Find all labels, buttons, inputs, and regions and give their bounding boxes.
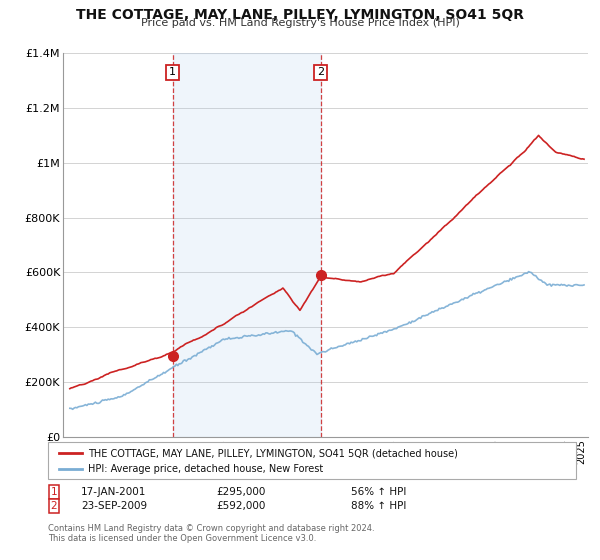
Text: THE COTTAGE, MAY LANE, PILLEY, LYMINGTON, SO41 5QR: THE COTTAGE, MAY LANE, PILLEY, LYMINGTON… bbox=[76, 8, 524, 22]
Text: Contains HM Land Registry data © Crown copyright and database right 2024.: Contains HM Land Registry data © Crown c… bbox=[48, 524, 374, 533]
Text: 88% ↑ HPI: 88% ↑ HPI bbox=[351, 501, 406, 511]
Text: 1: 1 bbox=[169, 67, 176, 77]
Text: 17-JAN-2001: 17-JAN-2001 bbox=[81, 487, 146, 497]
Text: This data is licensed under the Open Government Licence v3.0.: This data is licensed under the Open Gov… bbox=[48, 534, 316, 543]
Text: 1: 1 bbox=[50, 487, 58, 497]
Text: 56% ↑ HPI: 56% ↑ HPI bbox=[351, 487, 406, 497]
Text: £295,000: £295,000 bbox=[216, 487, 265, 497]
Text: £592,000: £592,000 bbox=[216, 501, 265, 511]
Bar bbox=[173, 53, 321, 437]
Text: 23-SEP-2009: 23-SEP-2009 bbox=[81, 501, 147, 511]
FancyBboxPatch shape bbox=[48, 442, 576, 479]
Text: 2: 2 bbox=[317, 67, 324, 77]
Text: 2: 2 bbox=[50, 501, 58, 511]
Text: Price paid vs. HM Land Registry's House Price Index (HPI): Price paid vs. HM Land Registry's House … bbox=[140, 18, 460, 29]
Text: HPI: Average price, detached house, New Forest: HPI: Average price, detached house, New … bbox=[88, 464, 323, 474]
Text: THE COTTAGE, MAY LANE, PILLEY, LYMINGTON, SO41 5QR (detached house): THE COTTAGE, MAY LANE, PILLEY, LYMINGTON… bbox=[88, 449, 457, 458]
